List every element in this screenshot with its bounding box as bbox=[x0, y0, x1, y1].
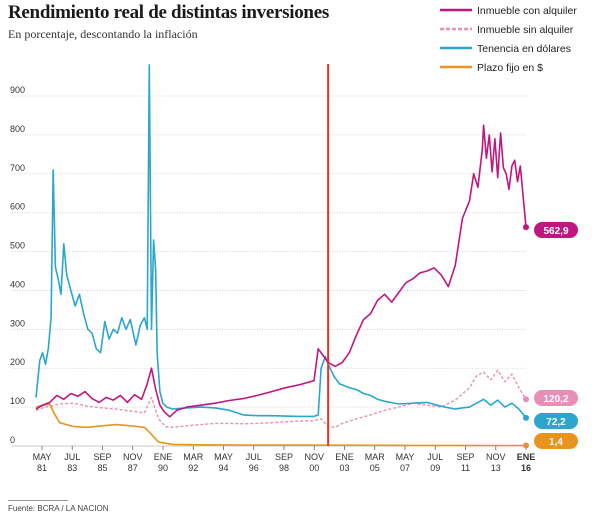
x-tick-year: 96 bbox=[249, 463, 259, 473]
legend-label-dolares: Tenencia en dólares bbox=[477, 43, 571, 55]
x-tick-year: 05 bbox=[370, 463, 380, 473]
x-tick-year: 00 bbox=[309, 463, 319, 473]
x-tick-year: 09 bbox=[430, 463, 440, 473]
y-tick-label: 400 bbox=[10, 279, 25, 289]
x-tick-year: 92 bbox=[188, 463, 198, 473]
x-tick-year: 07 bbox=[400, 463, 410, 473]
x-tick-year: 94 bbox=[218, 463, 228, 473]
x-tick-month: MAY bbox=[33, 452, 52, 462]
x-tick-month: ENE bbox=[517, 452, 536, 462]
x-tick-month: JUL bbox=[246, 452, 262, 462]
x-tick-year: 16 bbox=[521, 463, 531, 473]
end-label-inmueble-con: 562,9 bbox=[543, 226, 568, 237]
x-tick-month: MAY bbox=[396, 452, 415, 462]
y-tick-label: 100 bbox=[10, 396, 25, 406]
series-line-dolares bbox=[35, 64, 527, 419]
x-tick-year: 03 bbox=[339, 463, 349, 473]
y-tick-label: 0 bbox=[10, 435, 15, 445]
x-tick-month: NOV bbox=[304, 452, 324, 462]
x-tick-month: JUL bbox=[427, 452, 443, 462]
end-point-inmueble-con bbox=[523, 224, 529, 231]
x-tick-month: ENE bbox=[335, 452, 354, 462]
end-point-inmueble-sin bbox=[523, 396, 529, 403]
end-label-inmueble-sin: 120,2 bbox=[543, 394, 568, 405]
x-tick-month: NOV bbox=[486, 452, 506, 462]
end-badge-plazo-fijo bbox=[534, 433, 578, 449]
x-tick-month: SEP bbox=[456, 452, 474, 462]
source-note: Fuente: BCRA / LA NACION bbox=[8, 504, 109, 513]
series-line-inmueble-sin bbox=[35, 369, 527, 428]
x-tick-year: 81 bbox=[37, 463, 47, 473]
series-lines bbox=[35, 64, 527, 447]
legend-label-inmueble-con: Inmueble con alquiler bbox=[477, 5, 577, 17]
series-line-inmueble-con bbox=[35, 124, 527, 418]
end-point-plazo-fijo bbox=[523, 442, 529, 449]
y-tick-label: 200 bbox=[10, 357, 25, 367]
end-value-badges: 562,9 120,2 72,2 1,4 bbox=[523, 222, 578, 449]
series-line-plazo-fijo bbox=[35, 403, 526, 447]
x-axis-ticks: MAY81JUL83SEP85NOV87ENE90MAR92MAY94JUL96… bbox=[33, 446, 536, 473]
end-label-plazo-fijo: 1,4 bbox=[549, 437, 563, 448]
x-tick-month: MAR bbox=[365, 452, 386, 462]
x-tick-year: 98 bbox=[279, 463, 289, 473]
y-tick-label: 800 bbox=[10, 124, 25, 134]
x-tick-year: 13 bbox=[491, 463, 501, 473]
x-tick-month: MAY bbox=[214, 452, 233, 462]
end-badge-dolares bbox=[534, 413, 578, 429]
y-tick-label: 300 bbox=[10, 318, 25, 328]
x-tick-month: ENE bbox=[154, 452, 173, 462]
end-badge-inmueble-sin bbox=[534, 390, 578, 406]
legend-label-inmueble-sin: Inmueble sin alquiler bbox=[477, 24, 574, 36]
legend-label-plazo-fijo: Plazo fijo en $ bbox=[477, 62, 543, 74]
x-tick-year: 83 bbox=[67, 463, 77, 473]
chart-subtitle: En porcentaje, descontando la inflación bbox=[8, 27, 198, 41]
x-tick-month: MAR bbox=[183, 452, 204, 462]
legend: Inmueble con alquiler Inmueble sin alquil… bbox=[440, 5, 577, 74]
x-tick-year: 87 bbox=[128, 463, 138, 473]
gridlines bbox=[12, 95, 526, 447]
x-tick-month: NOV bbox=[123, 452, 143, 462]
y-axis-ticks: 0 100 200 300 400 500 600 700 800 900 bbox=[10, 85, 25, 445]
end-point-dolares bbox=[523, 414, 529, 421]
y-tick-label: 500 bbox=[10, 241, 25, 251]
chart-title: Rendimiento real de distintas inversione… bbox=[8, 2, 329, 23]
source-divider bbox=[8, 500, 68, 501]
x-tick-month: JUL bbox=[64, 452, 80, 462]
end-label-dolares: 72,2 bbox=[546, 417, 566, 428]
y-tick-label: 600 bbox=[10, 202, 25, 212]
x-tick-month: SEP bbox=[93, 452, 111, 462]
x-tick-year: 90 bbox=[158, 463, 168, 473]
x-tick-year: 85 bbox=[97, 463, 107, 473]
y-tick-label: 700 bbox=[10, 163, 25, 173]
x-tick-year: 11 bbox=[461, 463, 470, 473]
y-tick-label: 900 bbox=[10, 85, 25, 95]
x-tick-month: SEP bbox=[275, 452, 293, 462]
end-badge-inmueble-con bbox=[534, 222, 578, 238]
